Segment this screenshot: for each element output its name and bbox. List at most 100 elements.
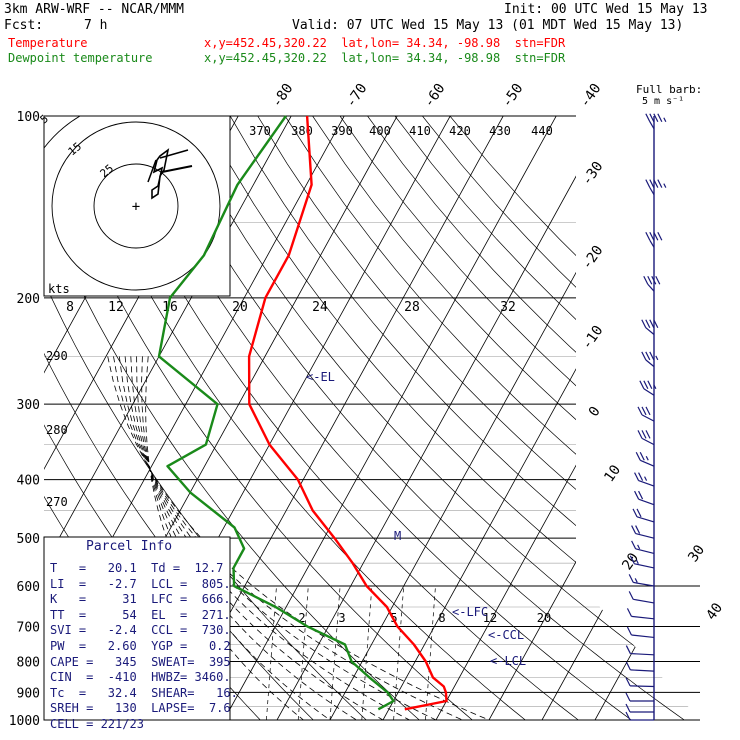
hodograph-ring [43, 115, 81, 149]
wind-barb [625, 645, 655, 656]
hodograph-ring [93, 163, 179, 249]
mixing-ratio-label: 2 [298, 611, 305, 625]
isotherm-line [488, 116, 700, 720]
pressure-tick-label: 600 [17, 580, 40, 595]
pressure-tick-label: 700 [17, 620, 40, 635]
wind-barb [628, 591, 655, 604]
isotherm-label: -20 [579, 243, 607, 273]
mixing-ratio-label: 12 [483, 611, 497, 625]
isotherm-label: 0 [586, 404, 604, 420]
mixing-ratio-line [297, 585, 309, 720]
wind-barb [628, 574, 655, 587]
wind-barb [641, 351, 659, 368]
parcel-info-row: CELL = 221/23 [50, 717, 144, 731]
theta-label: 400 [369, 124, 391, 138]
isotherm-label: -70 [343, 81, 371, 111]
parcel-info-title: Parcel Info [86, 539, 173, 554]
wind-barb [641, 319, 659, 335]
init-time: Init: 00 UTC Wed 15 May 13 [504, 2, 708, 17]
isotherm-label: 30 [685, 542, 708, 565]
parcel-info-row: PW = 2.60 YGP = 0.2 [50, 639, 231, 653]
parcel-info-panel: Parcel Info T = 20.1 Td = 12.7 LI = -2.7 … [44, 537, 238, 731]
pressure-tick-label: 500 [17, 532, 40, 547]
level-marker: <-LCL [490, 654, 526, 668]
wind-barb [637, 430, 655, 446]
level-marker: <-CCL [488, 628, 524, 642]
mixing-ratio-line [393, 585, 405, 720]
dry-adiabat-line [120, 116, 632, 720]
dry-adiabat-line [44, 116, 473, 720]
mixing-ratio-line [266, 585, 277, 720]
theta-label: 410 [409, 124, 431, 138]
isotherm-label: -50 [499, 81, 527, 111]
pressure-tick-label: 200 [17, 292, 40, 307]
dewpoint-legend-label: Dewpoint temperature [8, 51, 153, 65]
wind-barb [625, 711, 654, 721]
wind-barb [639, 380, 657, 396]
wind-barb [645, 232, 663, 248]
level-marker: M [394, 529, 401, 543]
isotherm-line [223, 116, 557, 720]
hodograph-axis-label: 20 [232, 300, 248, 315]
level-marker: <-LFC [452, 605, 488, 619]
wind-barb [625, 677, 655, 688]
dry-adiabat-line [229, 116, 700, 720]
dry-adiabat-line [422, 116, 700, 720]
forecast-label: Fcst: [4, 18, 44, 33]
dry-adiabat-line [147, 116, 685, 720]
hodograph-origin-marker: + [132, 199, 140, 215]
parcel-info-row: T = 20.1 Td = 12.7 [50, 561, 224, 575]
moist-adiabat-line [136, 356, 357, 720]
moist-adiabat-line [107, 356, 490, 720]
mixing-ratio-line [329, 585, 341, 720]
level-marker: <-EL [306, 370, 335, 384]
hodograph-axis-label: 16 [162, 300, 178, 315]
wind-barb [626, 608, 655, 620]
dry-adiabat-line [174, 116, 700, 720]
pressure-tick-label: 1000 [9, 714, 40, 729]
theta-label: 430 [489, 124, 511, 138]
isotherm-line [435, 116, 700, 720]
dry-adiabat-line [92, 116, 579, 720]
hodograph-panel [43, 115, 231, 297]
isotherm-label: -40 [577, 81, 605, 111]
hodograph-trace [161, 165, 193, 173]
isotherm-line [541, 116, 700, 720]
wind-barb [637, 406, 655, 422]
model-title: 3km ARW-WRF -- NCAR/MMM [4, 2, 185, 17]
isotherm-label: -10 [579, 323, 607, 353]
hodograph-ring [51, 121, 221, 291]
dry-adiabat-line [44, 116, 420, 720]
temperature-legend-label: Temperature [8, 36, 88, 50]
theta-label: 440 [531, 124, 553, 138]
wind-barb [626, 626, 655, 639]
temperature-line [247, 115, 448, 711]
theta-label: 280 [46, 423, 68, 437]
wind-barb [634, 490, 655, 506]
wind-barb [631, 525, 655, 539]
isotherm-line [382, 116, 700, 720]
barb-scale-label: Full barb: [636, 83, 702, 96]
pressure-tick-label: 400 [17, 474, 40, 489]
dry-adiabat-line [394, 116, 700, 720]
parcel-info-row: CIN = -410 HWBZ= 3460. [50, 670, 231, 685]
dry-adiabat-line [202, 116, 700, 720]
theta-label: 390 [331, 124, 353, 138]
isotherm-label: -30 [579, 159, 607, 189]
dry-adiabat-line [312, 116, 700, 720]
dry-adiabat-line [339, 116, 700, 720]
pressure-tick-label: 900 [17, 686, 40, 701]
theta-label: 370 [249, 124, 271, 138]
parcel-info-row: SVI = -2.4 CCL = 730. [50, 623, 231, 638]
parcel-info-row: SREH = 130 LAPSE= 7.6 [50, 701, 231, 716]
parcel-info-row: K = 31 LFC = 666. [50, 592, 231, 607]
wind-barb [632, 508, 655, 523]
dry-adiabat-line [284, 116, 700, 720]
pressure-tick-label: 300 [17, 398, 40, 413]
forecast-hour: 7 h [84, 18, 108, 33]
hodograph-axis-label: 12 [108, 300, 124, 315]
mixing-ratio-line [361, 585, 373, 720]
wind-barb [645, 113, 667, 130]
isotherm-label: 20 [619, 550, 642, 573]
